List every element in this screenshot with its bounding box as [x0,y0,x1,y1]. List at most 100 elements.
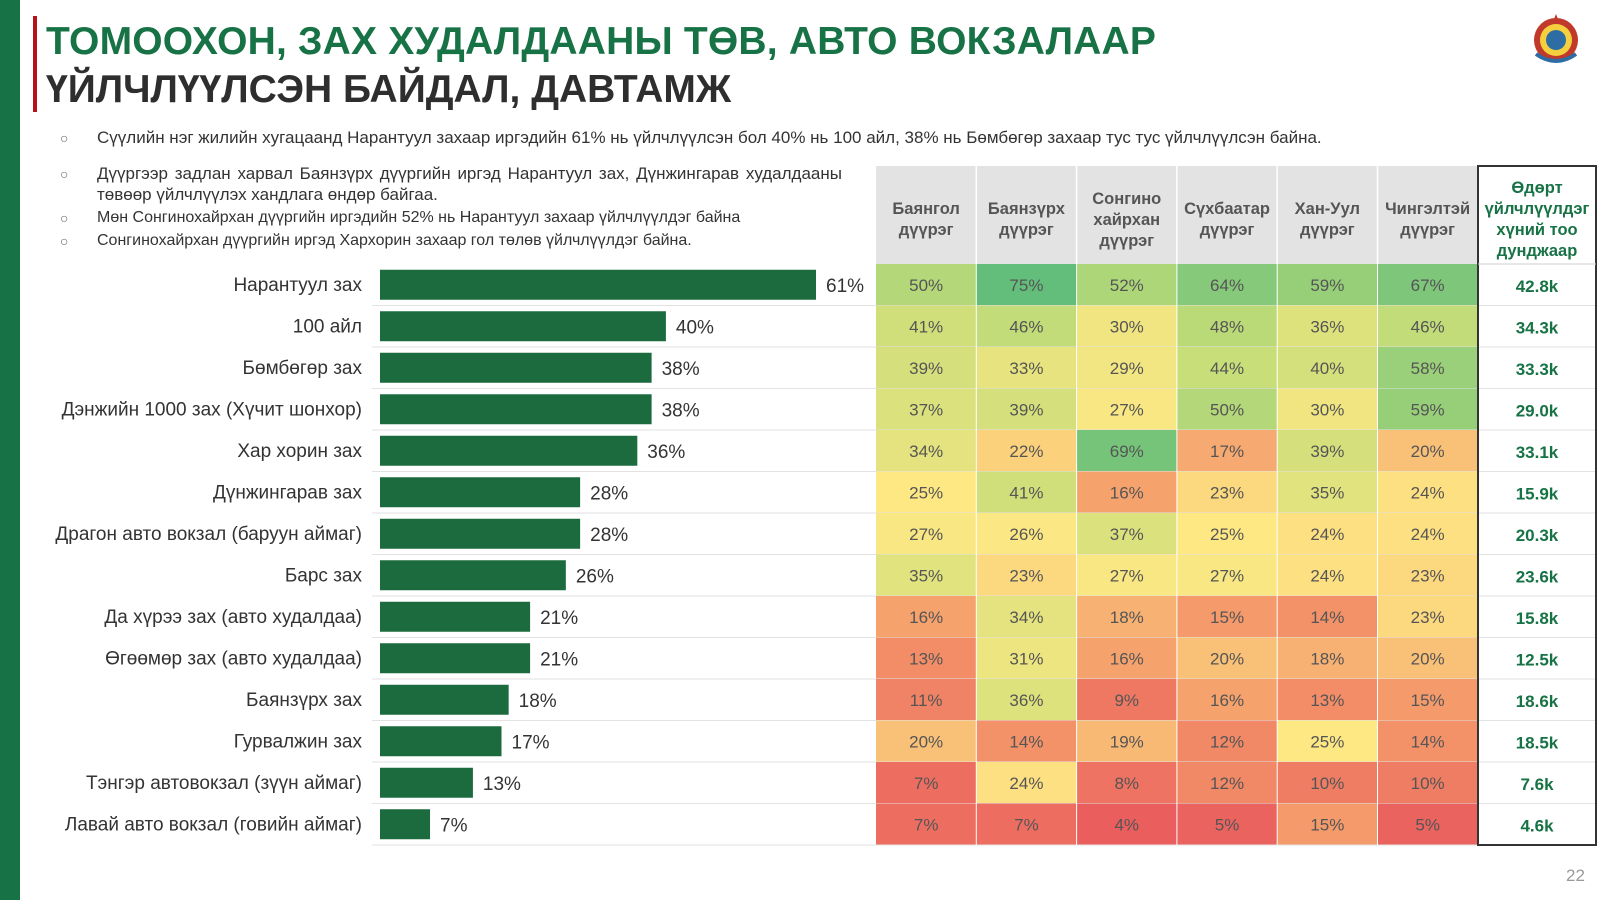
heatmap-cell [1377,803,1478,845]
heatmap-cell [876,430,977,472]
bar-category-label: Гурвалжин зах [234,731,363,752]
bullet-text-2: Дүүргээр задлан харвал Баянзүрх дүүргийн… [97,164,842,204]
page-title-line-2: ҮЙЛЧЛҮҮЛСЭН БАЙДАЛ, ДАВТАМЖ [46,68,732,111]
bar-value-label: 61% [826,276,864,297]
heatmap-cell-value: 14% [1310,608,1344,627]
bar-category-label: Дүнжингарав зах [213,482,363,503]
bar [380,311,666,342]
heatmap-cell-value: 59% [1310,276,1344,295]
bar-category-label: Лавай авто вокзал (говийн аймаг) [65,814,362,835]
heatmap-cell [1277,264,1378,306]
heatmap-cell [1076,471,1177,513]
table-column-header: Хан-Уул [1295,200,1360,218]
bar [380,269,816,300]
heatmap-cell-value: 16% [1110,649,1144,668]
heatmap-cell [976,347,1077,389]
heatmap-cell [1377,471,1478,513]
heatmap-cell [876,347,977,389]
state-emblem-icon [1534,14,1578,63]
bullet-marker: ○ [60,233,69,249]
bullet-marker: ○ [60,210,69,226]
daily-visitors-value: 15.9k [1516,484,1559,503]
heatmap-cell [1076,347,1177,389]
heatmap-cell-value: 36% [1310,317,1344,336]
heatmap-cell-value: 59% [1411,400,1445,419]
heatmap-cell [1377,762,1478,804]
heatmap-cell [876,513,977,555]
heatmap-cell-value: 16% [1210,691,1244,710]
daily-visitors-value: 4.6k [1520,816,1554,835]
bar [380,726,502,757]
heatmap-cell [1076,305,1177,347]
bar-category-label: Да хүрээ зах (авто худалдаа) [104,607,362,628]
heatmap-cell [1277,305,1378,347]
bar-value-label: 38% [662,400,700,421]
page-title-line-1: ТОМООХОН, ЗАХ ХУДАЛДААНЫ ТӨВ, АВТО ВОКЗА… [46,20,1157,63]
heatmap-cell-value: 67% [1411,276,1445,295]
heatmap-cell [976,513,1077,555]
heatmap-cell-value: 19% [1110,732,1144,751]
heatmap-cell-value: 48% [1210,317,1244,336]
heatmap-cell [1377,637,1478,679]
heatmap-cell [1076,679,1177,721]
table-column-header: дүүрэг [1300,221,1355,239]
heatmap-cell [876,305,977,347]
heatmap-cell [1277,720,1378,762]
bar-value-label: 21% [540,608,578,629]
heatmap-cell-value: 12% [1210,732,1244,751]
heatmap-cell-value: 10% [1411,774,1445,793]
heatmap-cell [976,679,1077,721]
heatmap-cell-value: 23% [1009,566,1043,585]
heatmap-cell-value: 23% [1210,483,1244,502]
heatmap-cell-value: 18% [1110,608,1144,627]
bullet-text-4: Сонгинохайрхан дүүргийн иргэд Хархорин з… [97,232,692,249]
heatmap-cell [1377,596,1478,638]
heatmap-cell-value: 14% [1009,732,1043,751]
heatmap-cell-value: 34% [909,442,943,461]
heatmap-cell-value: 20% [1411,649,1445,668]
heatmap-cell-value: 24% [1009,774,1043,793]
heatmap-cell [1076,803,1177,845]
heatmap-cell-value: 9% [1114,691,1139,710]
heatmap-cell [976,803,1077,845]
daily-visitors-header: үйлчлүүлдэг [1485,200,1590,218]
heatmap-cell-value: 50% [1210,400,1244,419]
heatmap-cell [976,264,1077,306]
heatmap-cell-value: 4% [1114,815,1139,834]
heatmap-cell [1176,430,1278,472]
bar-value-label: 7% [440,815,468,836]
heatmap-cell [1377,679,1478,721]
heatmap-cell-value: 5% [1415,815,1440,834]
heatmap-cell [976,430,1077,472]
heatmap-cell [1277,430,1378,472]
heatmap-cell [976,554,1077,596]
bar [380,809,431,840]
heatmap-cell [1277,388,1378,430]
heatmap-cell-value: 7% [914,815,939,834]
heatmap-cell-value: 20% [1210,649,1244,668]
heatmap-cell-value: 15% [1310,815,1344,834]
heatmap-cell-value: 27% [1110,400,1144,419]
heatmap-cell [1277,679,1378,721]
heatmap-cell [1377,720,1478,762]
heatmap-cell [1377,513,1478,555]
bar-category-label: 100 айл [293,316,362,337]
heatmap-cell-value: 31% [1009,649,1043,668]
heatmap-cell [1277,803,1378,845]
heatmap-cell [1176,513,1278,555]
bar-value-label: 26% [576,566,614,587]
heatmap-cell [1076,554,1177,596]
heatmap-cell [1176,803,1278,845]
heatmap-cell [1076,637,1177,679]
table-column-header: Сонгино [1092,190,1161,208]
table-column-header: Сүхбаатар [1184,200,1270,218]
bullet-marker: ○ [60,130,69,146]
daily-visitors-value: 18.5k [1516,733,1559,752]
table-column-header: Баянгол [892,200,959,218]
bar-category-label: Хар хорин зах [237,441,362,462]
heatmap-cell [1377,305,1478,347]
bar [380,435,638,466]
heatmap-cell-value: 27% [1210,566,1244,585]
heatmap-cell-value: 5% [1215,815,1240,834]
